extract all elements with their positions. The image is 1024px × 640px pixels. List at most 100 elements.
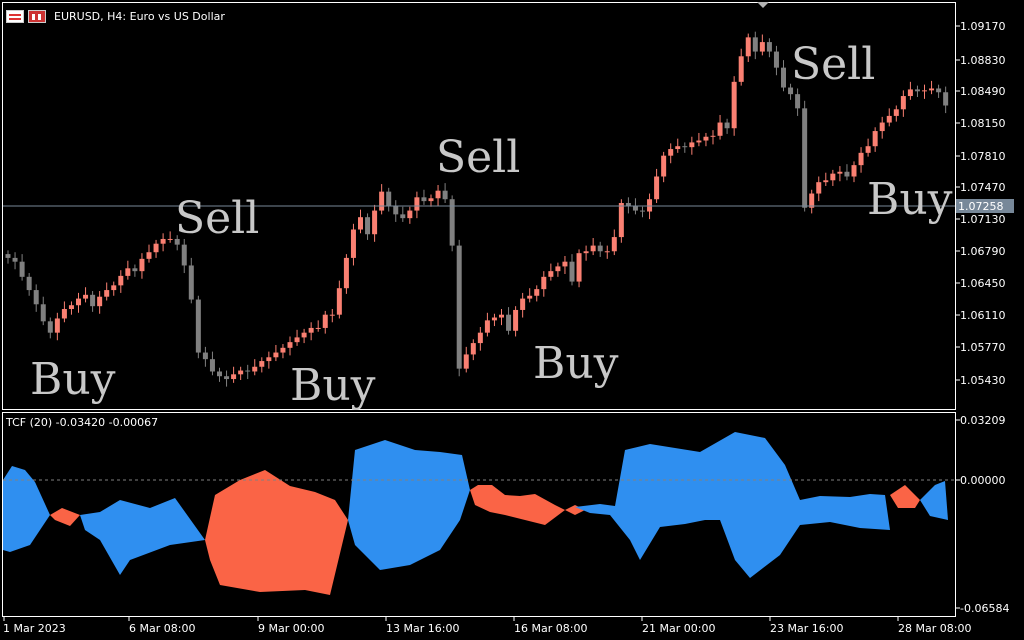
candle-body bbox=[287, 342, 293, 348]
candle-body bbox=[400, 214, 406, 219]
candle-body bbox=[781, 67, 786, 88]
candle-body bbox=[224, 376, 230, 380]
candle-body bbox=[245, 370, 251, 372]
candle-body bbox=[5, 254, 11, 258]
candle-body bbox=[830, 173, 836, 181]
candle-body bbox=[435, 190, 441, 199]
candle-body bbox=[661, 155, 667, 177]
candle-body bbox=[647, 199, 653, 212]
time-tick-label: 23 Mar 16:00 bbox=[770, 622, 843, 635]
time-tick-label: 13 Mar 16:00 bbox=[386, 622, 459, 635]
candle-body bbox=[259, 361, 265, 367]
candle-body bbox=[280, 347, 286, 353]
candle-body bbox=[625, 203, 631, 206]
candle-body bbox=[118, 275, 124, 286]
candle-body bbox=[724, 122, 730, 129]
indicator-tick-label: 0.03209 bbox=[960, 414, 1006, 427]
candle-body bbox=[527, 295, 533, 299]
signal-label-buy: Buy bbox=[290, 360, 376, 411]
candle-body bbox=[26, 276, 32, 291]
candle-body bbox=[68, 305, 74, 310]
price-tick-label: 1.07470 bbox=[960, 181, 1006, 194]
candle-body bbox=[576, 253, 582, 282]
candle-body bbox=[922, 90, 927, 92]
candle-body bbox=[456, 245, 462, 369]
candle-body bbox=[879, 122, 885, 132]
candle-body bbox=[872, 131, 878, 147]
candle-body bbox=[788, 87, 794, 95]
price-tick-label: 1.05430 bbox=[960, 374, 1006, 387]
candle-body bbox=[111, 285, 117, 291]
indicator-title: TCF (20) -0.03420 -0.00067 bbox=[6, 416, 159, 429]
candle-body bbox=[160, 238, 166, 244]
tcf-positive-area bbox=[3, 466, 50, 552]
candle-body bbox=[682, 146, 688, 148]
candle-body bbox=[907, 89, 913, 97]
signal-label-buy: Buy bbox=[30, 354, 116, 405]
candle-body bbox=[322, 314, 328, 328]
candle-body bbox=[668, 149, 674, 156]
candle-body bbox=[47, 321, 53, 333]
candle-body bbox=[301, 332, 307, 338]
candle-body bbox=[174, 238, 180, 245]
candle-body bbox=[97, 296, 103, 307]
candle-body bbox=[731, 81, 737, 129]
candle-body bbox=[823, 180, 829, 183]
candle-body bbox=[54, 318, 60, 333]
candle-body bbox=[266, 357, 272, 362]
price-tick-label: 1.08830 bbox=[960, 54, 1006, 67]
indicator-tick-label: 0.00000 bbox=[960, 474, 1006, 487]
candle-body bbox=[802, 108, 808, 208]
candle-body bbox=[238, 370, 244, 375]
candle-body bbox=[12, 257, 18, 262]
candle-body bbox=[541, 276, 547, 290]
candle-body bbox=[132, 268, 138, 272]
candle-body bbox=[61, 309, 67, 319]
candle-body bbox=[900, 96, 906, 110]
price-tick-label: 1.08150 bbox=[960, 117, 1006, 130]
chart-window-icon[interactable] bbox=[6, 9, 24, 23]
signal-label-sell: Sell bbox=[436, 132, 520, 183]
candle-body bbox=[463, 354, 469, 369]
candle-body bbox=[379, 191, 385, 211]
chart-header: EURUSD, H4: Euro vs US Dollar bbox=[6, 7, 225, 25]
signal-label-buy: Buy bbox=[867, 174, 953, 225]
symbol-title: EURUSD, H4: Euro vs US Dollar bbox=[54, 9, 225, 23]
candle-body bbox=[506, 314, 512, 331]
one-click-trading-icon[interactable] bbox=[28, 9, 46, 23]
candle-body bbox=[470, 343, 476, 355]
time-tick-label: 6 Mar 08:00 bbox=[129, 622, 195, 635]
candle-body bbox=[146, 252, 152, 259]
candle-body bbox=[858, 152, 864, 166]
candle-body bbox=[19, 261, 25, 277]
candle-body bbox=[929, 88, 935, 91]
price-tick-label: 1.07810 bbox=[960, 150, 1006, 163]
candle-body bbox=[773, 51, 779, 68]
candle-body bbox=[477, 332, 483, 344]
candle-body bbox=[893, 109, 899, 116]
candle-body bbox=[851, 165, 857, 177]
current-price-label: 1.07258 bbox=[958, 200, 1004, 213]
candle-body bbox=[640, 210, 645, 212]
indicator-pane-frame bbox=[2, 412, 956, 617]
candle-body bbox=[294, 337, 300, 343]
candle-body bbox=[717, 122, 723, 136]
candle-body bbox=[844, 171, 850, 177]
tcf-negative-area bbox=[890, 485, 920, 508]
candle-body bbox=[484, 320, 490, 333]
candle-body bbox=[33, 290, 39, 305]
candle-body bbox=[428, 198, 434, 202]
candle-body bbox=[125, 268, 131, 276]
tcf-negative-area bbox=[470, 485, 565, 525]
candle-body bbox=[766, 42, 772, 52]
price-tick-label: 1.08490 bbox=[960, 85, 1006, 98]
candle-body bbox=[83, 294, 89, 299]
candle-body bbox=[414, 197, 420, 211]
candle-body bbox=[442, 190, 448, 200]
tcf-indicator-areas bbox=[3, 432, 948, 595]
candle-body bbox=[513, 309, 519, 331]
time-tick-label: 1 Mar 2023 bbox=[3, 622, 66, 635]
candle-body bbox=[308, 327, 314, 333]
candle-body bbox=[936, 88, 942, 93]
